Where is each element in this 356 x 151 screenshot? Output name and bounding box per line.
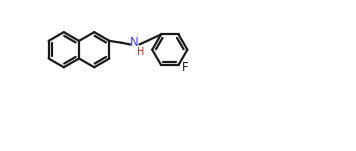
Text: N: N bbox=[130, 36, 138, 49]
Text: F: F bbox=[182, 61, 188, 74]
Text: H: H bbox=[137, 47, 145, 57]
